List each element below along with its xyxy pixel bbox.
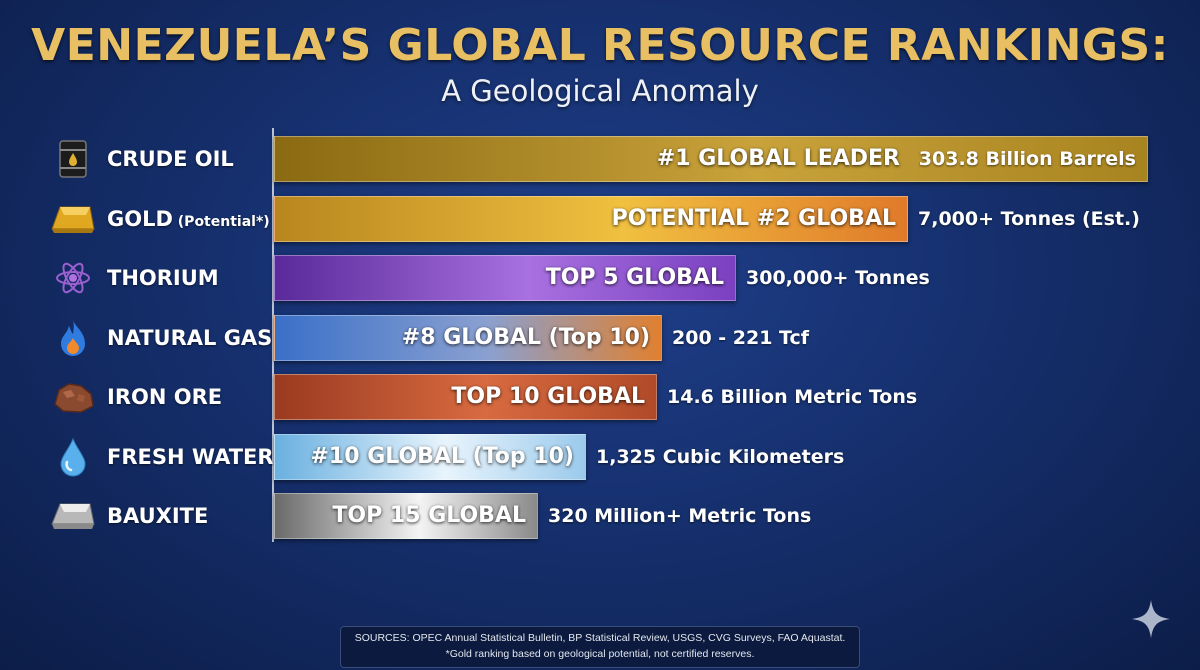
bar-row: FRESH WATER #10 GLOBAL (Top 10) 1,325 Cubi… xyxy=(0,434,1200,480)
category-label-text: NATURAL GAS xyxy=(107,326,273,350)
bar-row: THORIUM TOP 5 GLOBAL 300,000+ Tonnes xyxy=(0,255,1200,301)
bar xyxy=(274,374,657,420)
axis-line xyxy=(272,128,274,542)
category-label: THORIUM xyxy=(107,255,219,301)
chart-title: VENEZUELA’S GLOBAL RESOURCE RANKINGS: xyxy=(31,20,1169,71)
bar-row: CRUDE OIL #1 GLOBAL LEADER 303.8 Billion B… xyxy=(0,136,1200,182)
flame-icon xyxy=(48,315,98,361)
value-label: 300,000+ Tonnes xyxy=(746,267,930,289)
bar-row: IRON ORE TOP 10 GLOBAL 14.6 Billion Metric… xyxy=(0,374,1200,420)
sources-text: SOURCES: OPEC Annual Statistical Bulleti… xyxy=(354,632,846,644)
category-label: FRESH WATER xyxy=(107,434,274,480)
ore-rock-icon xyxy=(48,374,98,420)
bar-row: NATURAL GAS #8 GLOBAL (Top 10) 200 - 221 T… xyxy=(0,315,1200,361)
category-label: GOLD (Potential*) xyxy=(107,196,270,242)
value-label: 14.6 Billion Metric Tons xyxy=(667,386,918,408)
category-label-text: CRUDE OIL xyxy=(107,147,234,171)
bar xyxy=(274,493,538,539)
bar xyxy=(274,196,908,242)
rank-label: #10 GLOBAL (Top 10) xyxy=(310,444,574,469)
rank-label: #1 GLOBAL LEADER xyxy=(656,146,900,171)
rank-label: #8 GLOBAL (Top 10) xyxy=(401,325,650,350)
category-label-text: THORIUM xyxy=(107,266,219,290)
sparkle-icon xyxy=(1132,600,1170,638)
category-label: IRON ORE xyxy=(107,374,222,420)
value-label: 7,000+ Tonnes (Est.) xyxy=(918,208,1140,230)
category-label: CRUDE OIL xyxy=(107,136,234,182)
bar xyxy=(274,434,586,480)
category-label-text: FRESH WATER xyxy=(107,445,274,469)
value-label: 200 - 221 Tcf xyxy=(672,327,810,349)
bar xyxy=(274,255,736,301)
atom-icon xyxy=(48,255,98,301)
rank-label: POTENTIAL #2 GLOBAL xyxy=(611,206,896,231)
category-label-note: (Potential*) xyxy=(172,214,270,230)
sources-box: SOURCES: OPEC Annual Statistical Bulleti… xyxy=(340,626,860,668)
value-label: 303.8 Billion Barrels xyxy=(918,148,1136,170)
category-label-text: BAUXITE xyxy=(107,504,209,528)
bar-row: GOLD (Potential*) POTENTIAL #2 GLOBAL 7,00… xyxy=(0,196,1200,242)
gold-bar-icon xyxy=(48,196,98,242)
bar xyxy=(274,315,662,361)
oil-barrel-icon xyxy=(48,136,98,182)
category-label: BAUXITE xyxy=(107,493,208,539)
value-label: 1,325 Cubic Kilometers xyxy=(596,446,845,468)
water-drop-icon xyxy=(48,434,98,480)
bar xyxy=(274,136,1148,182)
rank-label: TOP 15 GLOBAL xyxy=(332,503,526,528)
rank-label: TOP 5 GLOBAL xyxy=(545,265,724,290)
rank-label: TOP 10 GLOBAL xyxy=(451,384,645,409)
chart-subtitle: A Geological Anomaly xyxy=(441,74,759,108)
metal-ingot-icon xyxy=(48,493,98,539)
value-label: 320 Million+ Metric Tons xyxy=(548,505,812,527)
bar-row: BAUXITE TOP 15 GLOBAL 320 Million+ Metric … xyxy=(0,493,1200,539)
footnote-text: *Gold ranking based on geological potent… xyxy=(445,648,755,660)
category-label-text: IRON ORE xyxy=(107,385,223,409)
category-label-text: GOLD xyxy=(107,207,173,231)
category-label: NATURAL GAS xyxy=(107,315,272,361)
